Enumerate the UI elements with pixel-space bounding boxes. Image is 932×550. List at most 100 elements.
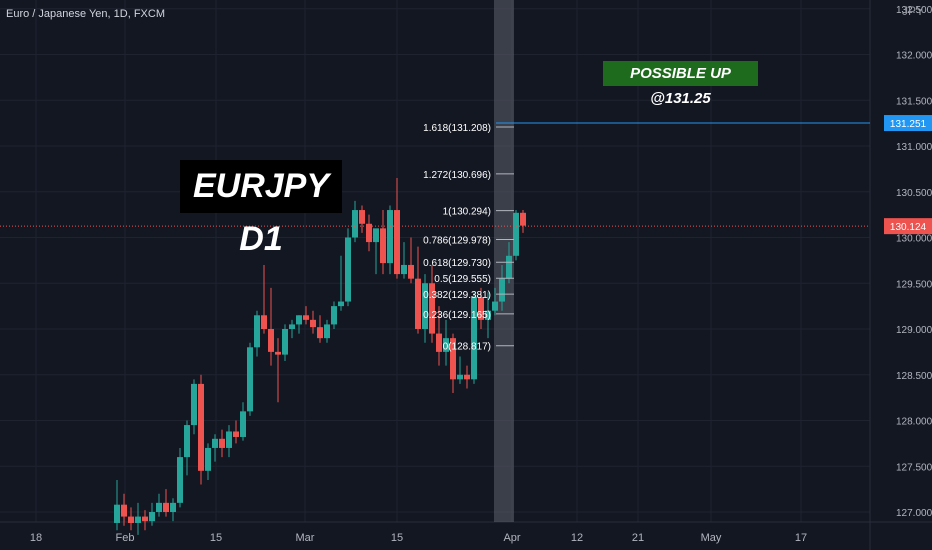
x-tick-label: 12 — [571, 532, 583, 544]
x-tick-label: 18 — [30, 532, 42, 544]
candle-body — [408, 264, 414, 279]
candle-body — [394, 210, 400, 275]
y-tick-label: 131.000 — [896, 142, 932, 153]
candle-body — [128, 516, 134, 523]
x-tick-label: 15 — [391, 532, 403, 544]
fib-level-label: 1.272(130.696) — [423, 170, 491, 181]
candle-body — [233, 431, 239, 437]
candle-body — [317, 327, 323, 339]
last-price-label: 130.124 — [890, 222, 927, 233]
x-tick-label: 15 — [210, 532, 222, 544]
candle-body — [247, 347, 253, 412]
candle-body — [254, 315, 260, 348]
candle-body — [212, 438, 218, 448]
x-tick-label: 17 — [795, 532, 807, 544]
candle-body — [170, 502, 176, 512]
candle-body — [415, 278, 421, 329]
fib-level-label: 1.618(131.208) — [423, 123, 491, 134]
candle-body — [184, 425, 190, 458]
highlight-band — [494, 0, 514, 522]
x-tick-label: 21 — [632, 532, 644, 544]
x-tick-label: Feb — [116, 532, 135, 544]
candle-body — [478, 296, 484, 320]
candle-body — [422, 283, 428, 329]
y-tick-label: 127.000 — [896, 508, 932, 519]
candle-body — [485, 310, 491, 320]
candle-body — [401, 264, 407, 275]
candle-body — [261, 315, 267, 329]
candle-body — [177, 457, 183, 503]
candle-body — [380, 228, 386, 264]
candle-body — [149, 512, 155, 522]
candle-body — [331, 306, 337, 325]
candle-body — [450, 338, 456, 380]
candle-body — [464, 374, 470, 380]
target-price-label: 131.251 — [890, 119, 927, 130]
x-tick-label: Mar — [296, 532, 315, 544]
currency-label: JPY — [901, 4, 924, 18]
candle-body — [296, 315, 302, 325]
candle-body — [471, 296, 477, 380]
candle-body — [268, 329, 274, 352]
y-tick-label: 131.500 — [896, 96, 932, 107]
candle-body — [303, 315, 309, 320]
fib-level-label: 0.786(129.978) — [423, 236, 491, 247]
candle-body — [352, 210, 358, 238]
y-tick-label: 130.500 — [896, 188, 932, 199]
candle-body — [163, 502, 169, 512]
y-tick-label: 132.500 — [896, 5, 932, 16]
candle-body — [198, 383, 204, 471]
candle-body — [506, 255, 512, 279]
target-price-tag — [884, 115, 932, 132]
symbol-header: Euro / Japanese Yen, 1D, FXCM — [6, 8, 165, 20]
candle-body — [191, 383, 197, 426]
y-tick-label: 130.000 — [896, 234, 932, 245]
candle-body — [387, 210, 393, 264]
y-tick-label: 127.500 — [896, 462, 932, 473]
candle-body — [436, 333, 442, 352]
candle-body — [429, 283, 435, 334]
candle-body — [226, 431, 232, 448]
candle-body — [282, 329, 288, 355]
candle-body — [205, 447, 211, 471]
candle-body — [135, 516, 141, 523]
candle-body — [499, 278, 505, 302]
candle-body — [121, 504, 127, 517]
candle-body — [373, 228, 379, 243]
candle-body — [114, 504, 120, 523]
x-tick-label: Apr — [503, 532, 520, 544]
fib-level-label: 0.236(129.165) — [423, 310, 491, 321]
candle-body — [457, 374, 463, 380]
candle-body — [513, 212, 519, 256]
fib-level-label: 0.382(129.381) — [423, 290, 491, 301]
fib-level-label: 0.5(129.555) — [434, 274, 491, 285]
y-tick-label: 128.000 — [896, 417, 932, 428]
note-annotation: POSSIBLE UP @131.25 — [603, 61, 758, 107]
y-tick-label: 132.000 — [896, 51, 932, 62]
candle-body — [310, 319, 316, 328]
x-tick-label: May — [701, 532, 722, 544]
last-price-tag — [884, 218, 932, 235]
candle-body — [289, 324, 295, 329]
candle-body — [240, 411, 246, 437]
candle-body — [366, 223, 372, 243]
candle-body — [219, 438, 225, 448]
candle-body — [275, 351, 281, 355]
candle-body — [324, 324, 330, 339]
y-tick-label: 129.500 — [896, 279, 932, 290]
title-annotation: EURJPY D1 — [180, 160, 342, 258]
candle-body — [338, 301, 344, 307]
candle-body — [359, 210, 365, 224]
fib-level-label: 0(128.817) — [443, 342, 491, 353]
candle-body — [492, 301, 498, 311]
candle-body — [345, 237, 351, 302]
candle-body — [156, 502, 162, 512]
y-tick-label: 129.000 — [896, 325, 932, 336]
candle-body — [443, 338, 449, 352]
fib-level-label: 1(130.294) — [443, 207, 491, 218]
candle-body — [520, 212, 526, 226]
fib-level-label: 0.618(129.730) — [423, 258, 491, 269]
y-tick-label: 128.500 — [896, 371, 932, 382]
candle-body — [142, 516, 148, 522]
